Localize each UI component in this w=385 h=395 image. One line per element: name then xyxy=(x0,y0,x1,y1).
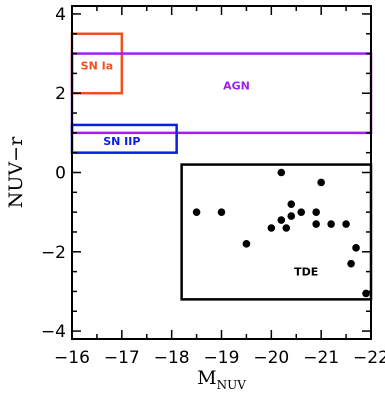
x-axis-label: MNUV xyxy=(197,367,246,392)
x-tick-label: −17 xyxy=(104,348,140,368)
x-tick-label: −21 xyxy=(303,348,339,368)
y-tick-label: −4 xyxy=(41,322,66,342)
data-point xyxy=(242,240,251,248)
data-points xyxy=(192,168,370,298)
x-tick-label: −16 xyxy=(54,348,90,368)
data-point xyxy=(277,168,286,177)
region-tde-label: TDE xyxy=(294,266,318,279)
data-point xyxy=(297,208,306,216)
region-sn-iip-label: SN IIP xyxy=(103,135,140,148)
data-point xyxy=(317,178,325,187)
y-tick-label: 2 xyxy=(55,84,66,104)
x-axis-label-main: M xyxy=(197,367,216,389)
y-tick-label: 0 xyxy=(55,164,66,184)
data-point xyxy=(352,244,360,252)
data-point xyxy=(287,200,296,209)
data-point xyxy=(287,212,296,220)
x-axis-label-subscript: NUV xyxy=(217,378,247,392)
data-point xyxy=(327,220,335,228)
data-point xyxy=(277,216,286,224)
data-point xyxy=(342,220,350,228)
x-tick-label: −19 xyxy=(204,348,240,368)
x-tick-label: −20 xyxy=(253,348,289,368)
data-point xyxy=(217,208,226,216)
region-agn-label: AGN xyxy=(223,79,250,92)
data-point xyxy=(267,224,276,232)
regions: SN Ia AGN SN IIP TDE xyxy=(70,32,373,301)
plot-frame xyxy=(71,5,372,340)
y-tick-label: −2 xyxy=(41,243,66,263)
data-point xyxy=(312,220,320,228)
data-point xyxy=(282,224,291,232)
x-tick-label: −22 xyxy=(353,348,385,368)
data-point xyxy=(192,208,201,216)
y-tick-label: 4 xyxy=(55,5,66,25)
y-axis-label: NUV−r xyxy=(5,136,27,208)
x-tick-label: −18 xyxy=(154,348,190,368)
data-point xyxy=(347,259,355,268)
region-tde-box xyxy=(180,163,373,301)
data-point xyxy=(312,208,320,216)
region-sn-ia-label: SN Ia xyxy=(81,59,113,72)
